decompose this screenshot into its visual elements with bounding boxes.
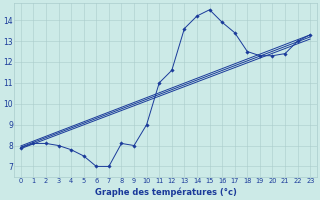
X-axis label: Graphe des températures (°c): Graphe des températures (°c) — [95, 187, 236, 197]
